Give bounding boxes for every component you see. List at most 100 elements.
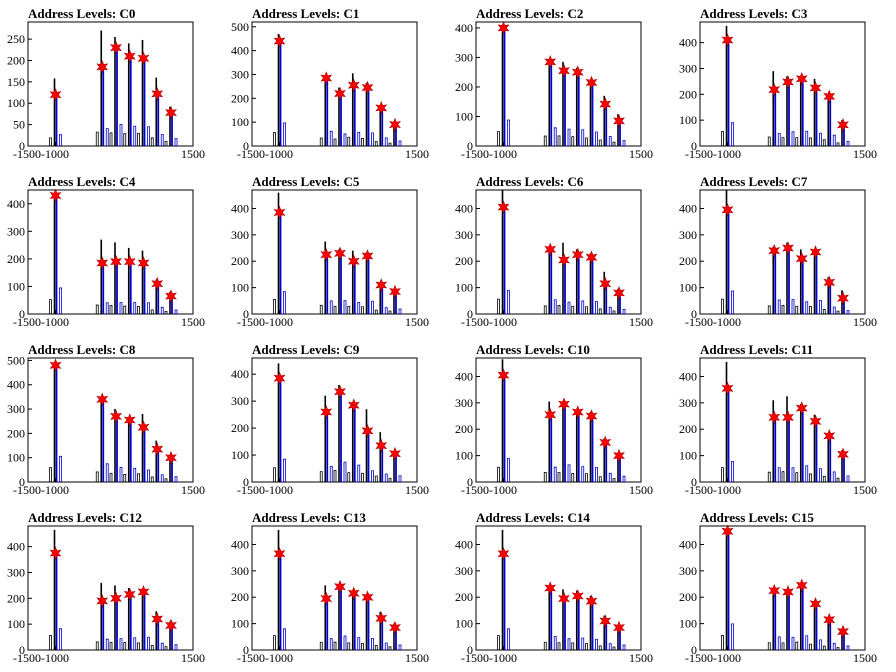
histogram-side-5 [150,476,154,482]
peak-marker-0 [273,546,286,561]
histogram-side-blue-3 [357,464,361,482]
y-tick-label: 300 [231,67,249,81]
histogram-side-blue-6 [622,644,626,650]
chart-panel-c8: 0 100 200 300 400 500 -1500-1000 1500 Address Le… [0,336,224,504]
chart-title: Address Levels: C2 [476,6,584,21]
peak-marker-4 [585,75,598,90]
histogram-side-blue-3 [133,125,137,146]
peak-marker-1 [544,242,557,257]
histogram-side-6 [164,140,168,146]
peak-marker-6 [389,284,401,299]
histogram-side-4 [361,472,364,482]
peak-marker-3 [347,254,360,269]
chart-panel-c4: 0 100 200 300 400 -1500-1000 1500 Address Level… [0,168,224,336]
histogram-side-2 [557,472,561,482]
y-tick-label: 100 [7,617,25,631]
peak-marker-1 [320,247,333,262]
peak-marker-2 [782,585,794,599]
chart-panel-c15: 0 100 200 300 400 -1500-1000 1500 Address Level… [672,504,896,672]
histogram-side-2 [557,135,561,146]
y-tick-label: 100 [7,96,25,110]
histogram-side-4 [809,473,812,482]
histogram-side-blue-5 [832,134,836,146]
chart-panel-c5: 0 100 200 300 400 -1500-1000 1500 Address Level… [224,168,448,336]
histogram-side-blue-6 [846,645,850,650]
histogram-side-1 [319,137,323,146]
y-tick-label: 100 [679,617,697,631]
histogram-side-3 [347,472,351,482]
x-tick-label-left: -1500-1000 [237,651,293,665]
chart-svg: 0 100 200 300 400 -1500-1000 1500 [7,525,205,665]
plot-frame [251,525,418,651]
y-tick-label: 200 [455,590,473,604]
x-tick-label-left: -1500-1000 [461,315,517,329]
y-tick-label: 200 [7,591,25,605]
histogram-side-blue-0 [507,290,510,314]
y-tick-label: 200 [679,422,697,436]
histogram-side-blue-1 [553,299,557,314]
peak-marker-5 [823,89,836,104]
histogram-side-blue-3 [581,300,585,314]
histogram-side-4 [137,305,140,314]
peak-marker-5 [823,612,836,627]
chart-panel-c7: 0 100 200 300 400 -1500-1000 1500 Address Level… [672,168,896,336]
histogram-side-1 [543,135,547,146]
chart-title: Address Levels: C10 [476,342,590,357]
peak-marker-4 [585,250,598,265]
histogram-side-blue-1 [105,463,109,482]
chart-panel-c11: 0 100 200 300 400 -1500-1000 1500 Address Level… [672,336,896,504]
histogram-side-blue-0 [59,134,62,146]
histogram-side-6 [164,646,168,650]
y-tick-label: 300 [7,566,25,580]
plot-frame [699,189,866,315]
peak-marker-4 [809,414,822,429]
histogram-side-blue-2 [791,131,795,146]
chart-panel-c14: 0 100 200 300 400 -1500-1000 1500 Address Level… [448,504,672,672]
chart-panel-c13: 0 100 200 300 400 -1500-1000 1500 Address Level… [224,504,448,672]
histogram-side-blue-3 [133,467,137,482]
y-tick-label: 300 [7,224,25,238]
histogram-side-blue-6 [398,308,402,314]
y-tick-label: 400 [231,367,249,381]
histogram-side-4 [585,643,588,650]
histogram-side-5 [150,137,154,146]
histogram-side-4 [809,643,812,650]
histogram-side-5 [822,139,826,146]
x-tick-label-left: -1500-1000 [461,147,517,161]
y-tick-label: 0 [467,643,473,657]
peak-marker-4 [809,81,822,95]
chart-svg: 0 100 200 300 400 -1500-1000 1500 [231,525,429,665]
x-tick-label-right: 1500 [853,315,877,329]
histogram-side-blue-3 [581,466,585,482]
y-tick-label: 0 [243,475,249,489]
peak-marker-4 [137,585,150,599]
y-tick-label: 0 [691,307,697,321]
histogram-side-1 [767,642,771,650]
histogram-side-4 [361,306,364,314]
y-tick-label: 300 [231,228,249,242]
histogram-side-3 [795,641,799,650]
peak-marker-1 [320,71,333,85]
plot-frame [27,525,194,651]
x-tick-label-left: -1500-1000 [685,147,741,161]
peak-marker-5 [375,611,388,626]
y-tick-label: 500 [231,20,249,34]
histogram-side-6 [612,141,616,146]
peak-marker-2 [558,253,570,267]
x-tick-label-left: -1500-1000 [13,315,69,329]
x-tick-label-right: 1500 [181,651,205,665]
y-tick-label: 500 [7,353,25,367]
y-tick-label: 400 [7,540,25,554]
histogram-side-1 [767,471,771,482]
histogram-side-1 [543,641,547,650]
peak-marker-3 [347,398,360,412]
histogram-side-blue-0 [283,122,286,146]
y-tick-label: 300 [231,564,249,578]
peak-marker-6 [165,105,177,120]
plot-frame [251,357,418,483]
histogram-side-5 [150,644,154,650]
chart-svg: 0 50 100 150 200 250 -1500-1000 1500 [7,21,205,161]
y-tick-label: 100 [679,113,697,127]
chart-title: Address Levels: C12 [28,510,142,525]
histogram-side-blue-2 [567,128,571,146]
